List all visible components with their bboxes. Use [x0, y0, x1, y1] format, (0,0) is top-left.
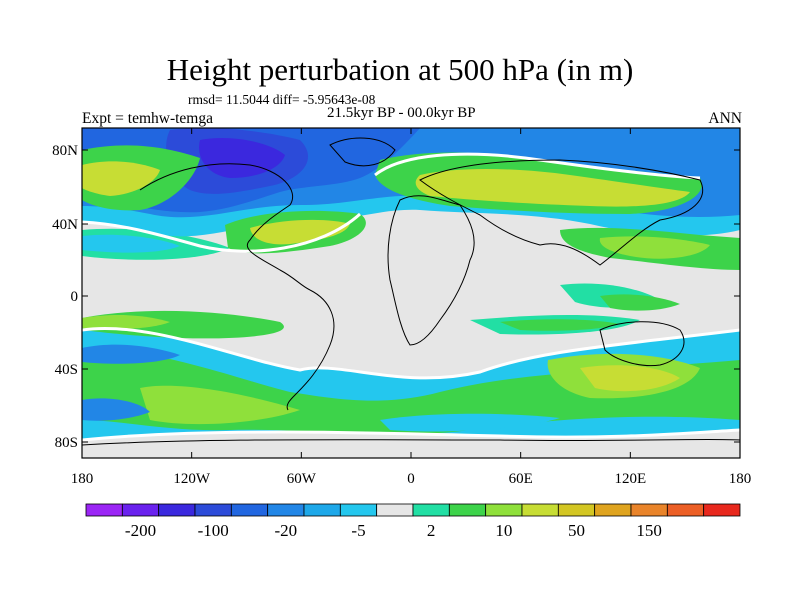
colorbar-swatch: [85, 503, 123, 517]
colorbar-swatch: [485, 503, 523, 517]
colorbar-swatch: [594, 503, 632, 517]
colorbar-swatch: [158, 503, 196, 517]
zero-contour-lines: [82, 152, 740, 442]
colorbar-swatch: [412, 503, 450, 517]
colorbar-swatch: [303, 503, 341, 517]
map-title: Height perturbation at 500 hPa (in m): [166, 52, 634, 87]
colorbar-swatch: [267, 503, 305, 517]
lat-label: 40S: [55, 362, 78, 378]
colorbar-swatch: [339, 503, 378, 517]
colorbar-swatch: [376, 503, 414, 517]
colorbar-swatch: [230, 503, 269, 517]
colorbar: -200 -100 -20 -5 2 10 50 150: [85, 503, 741, 540]
colorbar-label: 50: [568, 521, 585, 540]
colorbar-swatch: [557, 503, 596, 517]
colorbar-label: -100: [198, 521, 229, 540]
colorbar-label: -200: [125, 521, 156, 540]
lon-label: 120E: [614, 471, 646, 487]
colorbar-swatch: [448, 503, 487, 517]
time-period: 21.5kyr BP - 00.0kyr BP: [327, 105, 476, 121]
longitude-axis: 180 120W 60W 0 60E 120E 180: [71, 128, 752, 487]
colorbar-swatch: [194, 503, 232, 517]
season-label: ANN: [708, 110, 742, 127]
colorbar-swatch: [630, 503, 668, 517]
colorbar-swatch: [121, 503, 160, 517]
lon-label: 0: [407, 471, 415, 487]
colorbar-label: 10: [495, 521, 512, 540]
lat-label: 40N: [52, 217, 78, 233]
colorbar-swatch: [521, 503, 559, 517]
lon-label: 60W: [287, 471, 317, 487]
lon-label: 120W: [173, 471, 211, 487]
rmsd-diff-stats: rmsd= 11.5044 diff= -5.95643e-08: [188, 92, 376, 107]
latitude-axis: 80N 40N 0 40S 80S: [52, 143, 740, 451]
colorbar-label: 2: [427, 521, 436, 540]
experiment-label: Expt = temhw-temga: [82, 110, 213, 127]
lon-label: 60E: [509, 471, 533, 487]
colorbar-label: -20: [274, 521, 297, 540]
lat-label: 80S: [55, 435, 78, 451]
colorbar-swatch: [666, 503, 705, 517]
colorbar-label: -5: [351, 521, 365, 540]
lon-label: 180: [729, 471, 752, 487]
coastlines: [82, 137, 740, 446]
lat-label: 80N: [52, 143, 78, 159]
colorbar-label: 150: [636, 521, 662, 540]
lon-label: 180: [71, 471, 94, 487]
lat-label: 0: [71, 289, 79, 305]
contour-field: [82, 128, 740, 458]
colorbar-swatch: [703, 503, 741, 517]
